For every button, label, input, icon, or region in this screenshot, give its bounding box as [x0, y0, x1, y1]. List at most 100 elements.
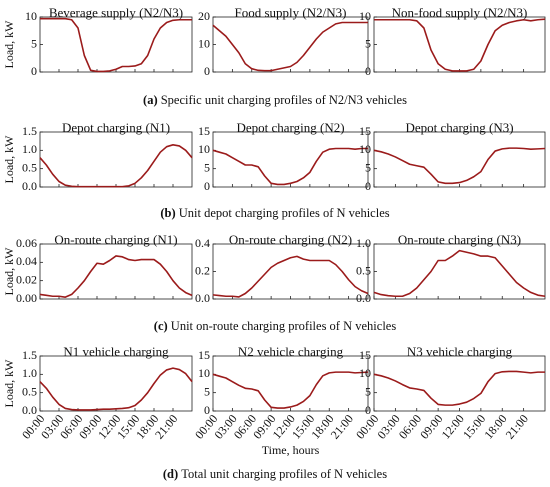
- y-tick-label: 0: [365, 403, 371, 417]
- y-tick-label: 0.5: [22, 384, 37, 398]
- y-tick-label: 0.0: [22, 179, 37, 193]
- caption-label: (d): [163, 467, 178, 481]
- chart-title: Food supply (N2/N3): [235, 5, 347, 20]
- x-tick-label: 21:00: [152, 412, 180, 442]
- y-tick-label: 0: [31, 64, 37, 78]
- y-tick-label: 5: [204, 384, 210, 398]
- plot-frame: [39, 355, 193, 412]
- y-tick-label: 10: [198, 142, 210, 156]
- x-tick-label: 15:00: [460, 412, 488, 442]
- caption-label: (a): [143, 93, 158, 107]
- caption-label: (b): [160, 206, 175, 220]
- line: [373, 370, 545, 406]
- y-tick-label: 1.0: [22, 366, 37, 380]
- x-tick-label: 09:00: [417, 412, 445, 442]
- y-tick-label: 0: [204, 403, 210, 417]
- caption: (b) Unit depot charging profiles of N ve…: [160, 206, 389, 220]
- y-tick-label: 5: [365, 160, 371, 174]
- y-tick-label: 15: [359, 348, 371, 362]
- y-tick-label: 0.02: [16, 272, 37, 286]
- chart-title: Non-food supply (N2/N3): [392, 5, 528, 20]
- caption-text: Total unit charging profiles of N vehicl…: [181, 467, 387, 481]
- x-tick-label: 00:00: [353, 412, 381, 442]
- y-tick-label: 0: [365, 64, 371, 78]
- y-tick-label: 10: [198, 366, 210, 380]
- x-tick-label: 06:00: [396, 412, 424, 442]
- x-axis-label: Time, hours: [262, 443, 320, 457]
- y-axis-label: Load, kW: [2, 20, 16, 69]
- plot-frame: [39, 243, 193, 300]
- line: [39, 255, 193, 298]
- chart-title: Depot charging (N2): [236, 120, 344, 135]
- line: [40, 17, 192, 73]
- y-tick-label: 0.0: [22, 403, 37, 417]
- x-tick-label: 03:00: [374, 412, 402, 442]
- caption-text: Specific unit charging profiles of N2/N3…: [161, 93, 407, 107]
- y-tick-label: 0.2: [195, 263, 210, 277]
- y-tick-label: 0.5: [356, 263, 371, 277]
- y-tick-label: 1.0: [22, 142, 37, 156]
- line: [373, 249, 546, 298]
- chart-title: On-route charging (N2): [229, 232, 352, 247]
- plot-frame: [212, 243, 369, 300]
- plot-frame: [373, 16, 546, 73]
- line: [212, 21, 368, 72]
- y-tick-label: 15: [198, 124, 210, 138]
- y-tick-label: 0: [365, 179, 371, 193]
- y-tick-label: 5: [204, 160, 210, 174]
- y-tick-label: 10: [359, 366, 371, 380]
- line: [39, 367, 193, 411]
- chart-title: Beverage supply (N2/N3): [49, 5, 183, 20]
- y-tick-label: 0.0: [356, 291, 371, 305]
- y-tick-label: 10: [198, 36, 210, 50]
- line: [212, 255, 369, 298]
- y-tick-label: 0.06: [16, 236, 37, 250]
- y-axis-label: Load, kW: [2, 247, 16, 296]
- y-tick-label: 20: [198, 9, 210, 23]
- line: [374, 18, 546, 72]
- chart-title: N3 vehicle charging: [407, 344, 513, 359]
- line: [212, 371, 369, 409]
- chart-title: Depot charging (N1): [62, 120, 170, 135]
- y-tick-label: 0.00: [16, 291, 37, 305]
- plot-frame: [212, 16, 369, 73]
- chart-title: On-route charging (N3): [398, 232, 521, 247]
- y-tick-label: 10: [359, 9, 371, 23]
- caption-label: (c): [154, 319, 168, 333]
- line: [39, 144, 193, 188]
- x-tick-label: 21:00: [328, 412, 356, 442]
- caption-text: Unit on-route charging profiles of N veh…: [171, 319, 397, 333]
- y-tick-label: 1.5: [22, 124, 37, 138]
- plot-frame: [39, 16, 193, 73]
- y-tick-label: 0: [204, 64, 210, 78]
- y-axis-label: Load, kW: [2, 135, 16, 184]
- y-tick-label: 0.4: [195, 236, 210, 250]
- caption: (a) Specific unit charging profiles of N…: [143, 93, 407, 107]
- y-tick-label: 10: [359, 142, 371, 156]
- chart-title: On-route charging (N1): [54, 232, 177, 247]
- y-tick-label: 5: [365, 384, 371, 398]
- y-tick-label: 5: [31, 36, 37, 50]
- caption: (c) Unit on-route charging profiles of N…: [154, 319, 397, 333]
- caption-text: Unit depot charging profiles of N vehicl…: [179, 206, 390, 220]
- y-tick-label: 0.0: [195, 291, 210, 305]
- y-tick-label: 0.04: [16, 254, 37, 268]
- x-tick-label: 18:00: [481, 412, 509, 442]
- plot-frame: [39, 131, 193, 188]
- x-tick-label: 21:00: [503, 412, 531, 442]
- y-tick-label: 5: [365, 36, 371, 50]
- chart-title: N2 vehicle charging: [238, 344, 344, 359]
- y-tick-label: 10: [25, 9, 37, 23]
- y-tick-label: 0: [204, 179, 210, 193]
- y-tick-label: 1.5: [22, 348, 37, 362]
- y-tick-label: 0.5: [22, 160, 37, 174]
- y-tick-label: 15: [198, 348, 210, 362]
- line: [212, 147, 368, 186]
- y-axis-label: Load, kW: [2, 359, 16, 408]
- plot-frame: [373, 243, 546, 300]
- y-tick-label: 15: [359, 124, 371, 138]
- chart-title: Depot charging (N3): [405, 120, 513, 135]
- chart-title: N1 vehicle charging: [63, 344, 169, 359]
- y-tick-label: 1.0: [356, 236, 371, 250]
- line: [373, 147, 546, 185]
